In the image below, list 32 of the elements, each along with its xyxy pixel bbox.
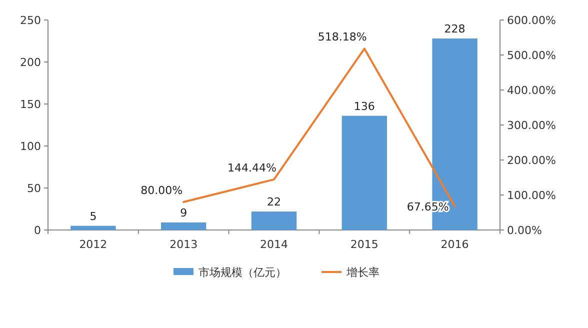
y2-tick-label: 100.00% — [507, 189, 556, 202]
x-tick-label: 2016 — [440, 238, 469, 251]
y-tick-label: 150 — [20, 98, 41, 111]
x-tick-label: 2014 — [260, 238, 288, 251]
data-label: 228 — [444, 22, 466, 36]
y-tick-label: 0 — [34, 224, 41, 237]
y2-tick-label: 400.00% — [507, 84, 556, 97]
y2-tick-label: 300.00% — [507, 119, 556, 132]
y-tick-label: 200 — [20, 56, 41, 69]
bar — [342, 116, 387, 230]
data-label: 144.44% — [228, 161, 276, 174]
y-tick-label: 250 — [20, 14, 41, 27]
y2-tick-label: 200.00% — [507, 154, 556, 167]
x-tick-label: 2013 — [170, 238, 198, 251]
data-label: 136 — [354, 100, 375, 113]
data-label: 22 — [267, 196, 281, 209]
x-tick-label: 2015 — [350, 238, 378, 251]
bar — [161, 222, 206, 230]
y2-tick-label: 600.00% — [507, 14, 556, 27]
bar — [70, 226, 116, 230]
y2-tick-label: 500.00% — [507, 49, 556, 62]
legend-label: 市场规模（亿元） — [198, 266, 286, 279]
bar — [251, 212, 297, 230]
legend-label: 增长率 — [346, 266, 380, 279]
y2-tick-label: 0.00% — [507, 224, 542, 237]
data-label: 518.18% — [318, 30, 367, 44]
data-label: 80.00% — [140, 184, 183, 197]
x-tick-label: 2012 — [79, 238, 108, 251]
data-label: 5 — [90, 210, 97, 223]
data-label: 9 — [180, 206, 188, 220]
y-tick-label: 50 — [27, 182, 41, 195]
y-tick-label: 100 — [20, 140, 41, 153]
